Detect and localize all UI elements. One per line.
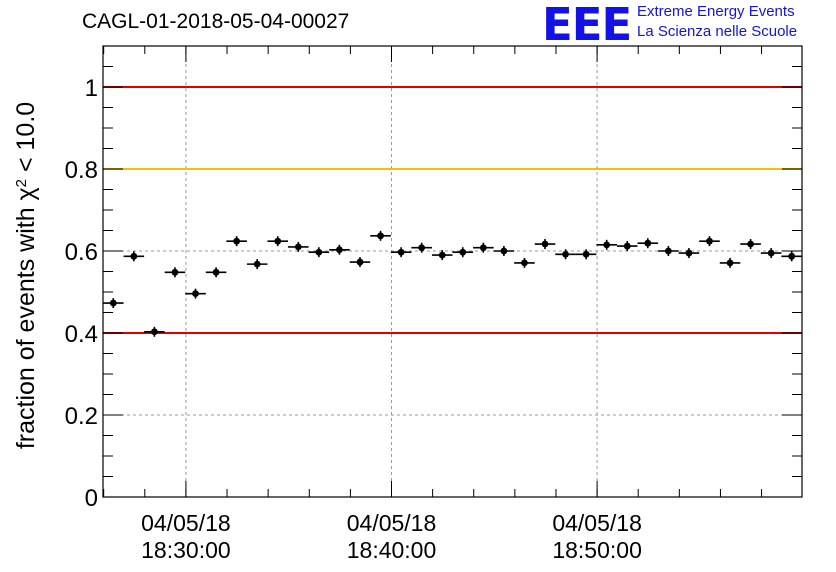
data-point bbox=[164, 267, 186, 278]
data-point bbox=[781, 251, 802, 262]
point-marker bbox=[644, 239, 652, 247]
point-marker bbox=[336, 246, 343, 254]
point-marker bbox=[459, 248, 467, 256]
data-point bbox=[678, 248, 700, 259]
point-marker bbox=[150, 328, 158, 336]
y-axis-label-sup: 2 bbox=[13, 179, 30, 187]
data-point bbox=[390, 247, 412, 258]
point-marker bbox=[397, 248, 405, 256]
point-marker bbox=[500, 247, 508, 255]
plot-frame bbox=[102, 45, 803, 498]
point-marker bbox=[233, 237, 241, 245]
point-marker bbox=[541, 240, 549, 248]
point-marker bbox=[418, 244, 426, 252]
y-axis-label-prefix: fraction of events with bbox=[12, 200, 40, 449]
point-marker bbox=[274, 237, 282, 245]
eee-logo-line2: La Scienza nelle Scuole bbox=[637, 23, 798, 40]
y-tick-label: 0.2 bbox=[65, 403, 98, 430]
data-point bbox=[760, 248, 782, 259]
point-marker bbox=[356, 258, 364, 266]
eee-logo-mark: EEE bbox=[542, 0, 632, 51]
point-marker bbox=[438, 251, 446, 259]
point-marker bbox=[582, 250, 590, 258]
data-point bbox=[699, 236, 720, 247]
y-axis-label-suffix: < 10.0 bbox=[12, 102, 40, 179]
data-point bbox=[411, 242, 432, 253]
data-point bbox=[205, 267, 227, 278]
y-tick-label: 1 bbox=[85, 75, 98, 102]
y-tick-label: 0 bbox=[85, 485, 98, 512]
point-marker bbox=[685, 249, 693, 257]
point-marker bbox=[603, 241, 611, 249]
point-marker bbox=[171, 268, 179, 276]
point-marker bbox=[192, 290, 199, 298]
y-tick-label: 0.8 bbox=[65, 157, 98, 184]
data-point bbox=[144, 326, 165, 337]
point-marker bbox=[109, 299, 117, 307]
point-marker bbox=[294, 243, 302, 251]
data-point bbox=[349, 257, 371, 268]
data-points bbox=[103, 230, 802, 337]
eee-logo-line1: Extreme Energy Events bbox=[637, 3, 795, 20]
axis-ticks bbox=[103, 45, 802, 498]
data-point bbox=[658, 246, 679, 256]
data-point bbox=[370, 230, 391, 241]
data-point bbox=[719, 257, 741, 268]
data-point bbox=[185, 288, 206, 299]
data-point bbox=[534, 239, 556, 250]
data-point bbox=[637, 238, 659, 249]
x-tick-label-date: 04/05/18 bbox=[552, 510, 642, 536]
data-point bbox=[473, 242, 494, 253]
x-tick-label-time: 18:40:00 bbox=[347, 537, 437, 563]
tick-labels: 00.20.40.60.8104/05/1818:30:0004/05/1818… bbox=[65, 75, 642, 563]
point-marker bbox=[664, 247, 672, 255]
data-point bbox=[308, 247, 330, 258]
data-point bbox=[740, 239, 761, 250]
data-point bbox=[514, 257, 535, 268]
data-point bbox=[103, 298, 124, 309]
y-tick-label: 0.4 bbox=[65, 321, 98, 348]
data-point bbox=[431, 250, 453, 261]
x-tick-label-date: 04/05/18 bbox=[141, 510, 231, 536]
point-marker bbox=[726, 259, 734, 267]
data-point bbox=[123, 251, 145, 262]
data-point bbox=[267, 236, 289, 247]
x-tick-label-time: 18:30:00 bbox=[141, 537, 231, 563]
point-marker bbox=[623, 242, 631, 250]
data-point bbox=[329, 244, 350, 255]
y-axis-label: fraction of events with χ2 < 10.0 bbox=[12, 102, 40, 449]
x-tick-label-time: 18:50:00 bbox=[552, 537, 642, 563]
data-point bbox=[226, 236, 247, 247]
data-point bbox=[493, 246, 515, 256]
reference-lines bbox=[103, 86, 802, 334]
data-point bbox=[452, 247, 474, 258]
point-marker bbox=[377, 232, 384, 240]
point-marker bbox=[212, 268, 220, 276]
chart-title: CAGL-01-2018-05-04-00027 bbox=[82, 10, 350, 33]
point-marker bbox=[521, 259, 528, 267]
data-point bbox=[288, 241, 309, 252]
point-marker bbox=[767, 249, 775, 257]
data-point bbox=[555, 249, 576, 260]
point-marker bbox=[253, 260, 261, 268]
data-point bbox=[596, 239, 617, 250]
point-marker bbox=[562, 250, 569, 258]
y-axis-label-chi: χ bbox=[12, 187, 40, 200]
data-point bbox=[246, 259, 268, 270]
x-tick-label-date: 04/05/18 bbox=[347, 510, 437, 536]
grid-layer bbox=[103, 46, 802, 497]
point-marker bbox=[315, 248, 323, 256]
point-marker bbox=[788, 252, 796, 260]
y-tick-label: 0.6 bbox=[65, 239, 98, 266]
point-marker bbox=[130, 252, 138, 260]
data-point bbox=[575, 249, 597, 260]
point-marker bbox=[479, 244, 487, 252]
data-point bbox=[616, 241, 638, 252]
point-marker bbox=[747, 240, 755, 248]
point-marker bbox=[706, 237, 713, 245]
